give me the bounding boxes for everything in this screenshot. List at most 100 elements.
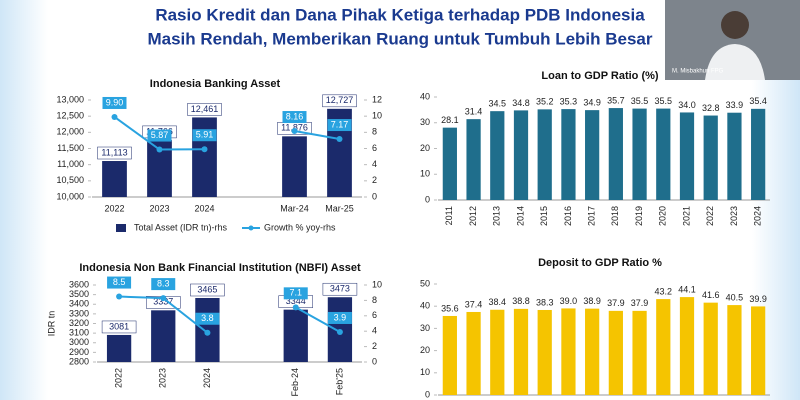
x-tick-label: Feb-24 <box>290 368 300 397</box>
bar <box>442 315 457 395</box>
bar <box>466 119 481 200</box>
value-label-box <box>102 96 127 109</box>
y-tick-label: 10,000 <box>56 191 84 201</box>
x-tick-label: Mar-24 <box>280 203 309 213</box>
value-label: 8.3 <box>157 278 170 288</box>
value-label-box <box>195 312 220 325</box>
y2-tick-label: 8 <box>372 295 377 305</box>
speaker-body <box>705 44 765 80</box>
legend-label: Growth % yoy-rhs <box>264 222 336 232</box>
value-label: 34.9 <box>583 98 601 108</box>
y-tick-label: 10 <box>420 367 430 377</box>
y2-tick-label: 6 <box>372 143 377 153</box>
value-label: 35.5 <box>631 96 649 106</box>
bar <box>513 308 529 395</box>
line-point <box>201 146 208 153</box>
y2-tick-label: 10 <box>372 279 382 289</box>
bar <box>283 309 308 362</box>
y-tick-label: 3200 <box>69 318 89 328</box>
line-point <box>116 293 123 300</box>
bar <box>537 109 552 200</box>
x-tick-label: 2024 <box>202 368 212 388</box>
bar <box>632 108 647 200</box>
legend-dot <box>248 225 254 231</box>
bar <box>490 111 505 200</box>
bar <box>608 108 623 200</box>
y-tick-label: 3000 <box>69 337 89 347</box>
value-label: 38.4 <box>489 297 507 307</box>
bar <box>679 297 695 395</box>
y-tick-label: 30 <box>420 117 430 127</box>
y-tick-label: 3600 <box>69 279 89 289</box>
y-tick-label: 3400 <box>69 299 89 309</box>
bar <box>608 310 623 395</box>
value-label: 3465 <box>197 284 217 294</box>
value-label-box <box>322 94 357 108</box>
value-label-box <box>282 111 307 124</box>
bar <box>466 311 481 395</box>
y2-tick-label: 4 <box>372 159 377 169</box>
line-point <box>336 328 343 335</box>
x-tick-label: 2015 <box>539 206 549 226</box>
value-label: 39.9 <box>749 294 767 304</box>
line-point <box>156 146 163 153</box>
value-label: 3.8 <box>201 313 214 323</box>
value-label-box <box>322 282 358 296</box>
slide-title: Rasio Kredit dan Dana Pihak Ketiga terha… <box>155 5 645 24</box>
y2-tick-label: 6 <box>372 310 377 320</box>
value-label: 28.1 <box>441 115 459 125</box>
value-label: 7.17 <box>331 119 349 129</box>
value-label: 3.9 <box>334 312 347 322</box>
x-tick-label: 2021 <box>681 206 691 226</box>
bar <box>537 309 552 395</box>
x-tick-label: 2016 <box>563 206 573 226</box>
y-tick-label: 10 <box>420 169 430 179</box>
y2-tick-label: 0 <box>372 191 377 201</box>
bar <box>727 112 742 200</box>
x-tick-label: 2019 <box>634 206 644 226</box>
x-tick-label: 2018 <box>610 206 620 226</box>
y-tick-label: 3100 <box>69 328 89 338</box>
y2-tick-label: 12 <box>372 94 382 104</box>
bar <box>703 115 718 200</box>
speaker-head <box>721 11 749 39</box>
bar <box>442 127 457 200</box>
x-tick-label: 2023 <box>158 368 168 388</box>
y-tick-label: 2900 <box>69 347 89 357</box>
bar <box>106 334 132 362</box>
y-tick-label: 13,000 <box>56 94 84 104</box>
value-label: 7.1 <box>289 288 302 298</box>
value-label: 37.9 <box>631 298 649 308</box>
x-tick-label: 2024 <box>753 206 763 226</box>
value-label: 3081 <box>109 321 129 331</box>
value-label: 37.4 <box>465 299 483 309</box>
value-label-box <box>190 283 225 297</box>
x-tick-label: 2023 <box>149 203 169 213</box>
bar <box>656 299 671 395</box>
value-label: 35.4 <box>749 96 767 106</box>
bar <box>513 110 529 200</box>
y-tick-label: 3300 <box>69 308 89 318</box>
x-tick-label: 2020 <box>658 206 668 226</box>
x-tick-label: 2012 <box>468 206 478 226</box>
value-label: 44.1 <box>678 284 696 294</box>
value-label: 11,876 <box>281 123 308 133</box>
y2-tick-label: 2 <box>372 341 377 351</box>
value-label: 34.0 <box>678 100 696 110</box>
y2-tick-label: 0 <box>372 356 377 366</box>
y2-tick-label: 8 <box>372 127 377 137</box>
slide-title: Masih Rendah, Memberikan Ruang untuk Tum… <box>147 29 652 48</box>
line-point <box>204 329 211 336</box>
value-label-box <box>327 119 352 132</box>
x-tick-label: 2022 <box>113 368 123 388</box>
value-label: 9.90 <box>106 97 124 107</box>
y2-tick-label: 10 <box>372 111 382 121</box>
value-label: 5.87 <box>151 130 169 140</box>
x-tick-label: Mar-25 <box>325 203 354 213</box>
bar <box>102 161 127 197</box>
value-label: 31.4 <box>465 107 483 117</box>
bar <box>490 309 505 395</box>
legend-label: Total Asset (IDR tn)-rhs <box>134 222 228 232</box>
speaker-name: M. Misbakhun FPG <box>672 69 724 75</box>
value-label: 38.8 <box>512 296 530 306</box>
